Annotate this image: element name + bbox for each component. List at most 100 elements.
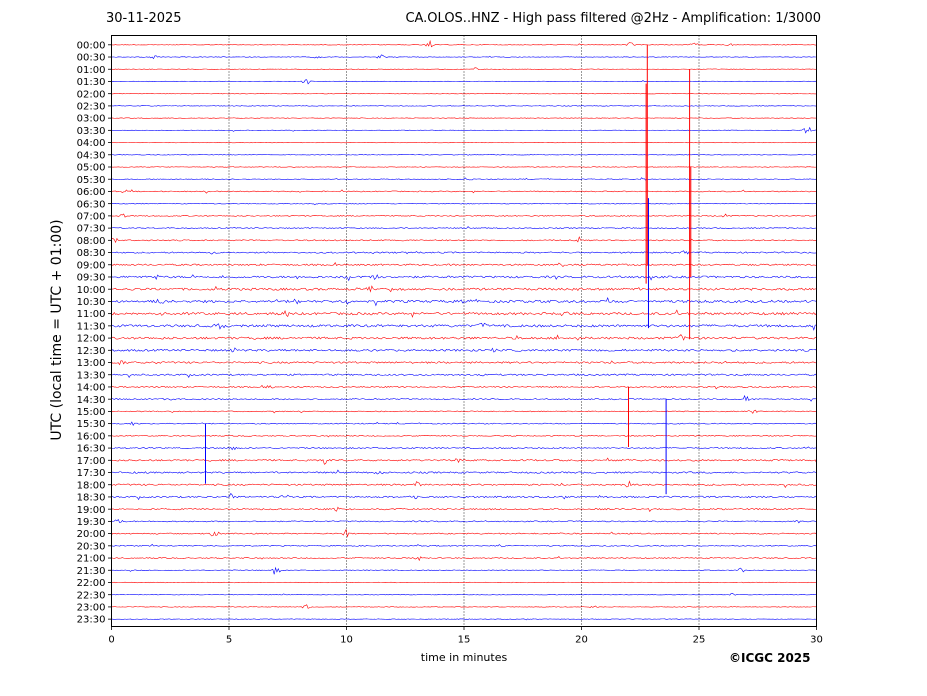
- trace-row: [111, 105, 817, 107]
- copyright-label: ©ICGC 2025: [729, 651, 811, 665]
- y-axis-label: UTC (local time = UTC + 01:00): [49, 219, 65, 441]
- trace-row: [111, 126, 817, 134]
- x-tick-label: 0: [108, 635, 114, 646]
- trace-row: [111, 506, 817, 512]
- x-tick-label: 20: [575, 635, 588, 646]
- trace-row: [111, 141, 817, 144]
- trace-row: [111, 593, 817, 596]
- trace-row: [111, 296, 817, 307]
- y-tick-label: 21:00: [77, 554, 106, 565]
- y-tick-label: 08:30: [77, 248, 106, 259]
- trace-row: [111, 604, 817, 609]
- y-tick-label: 13:00: [77, 358, 106, 369]
- trace-row: [111, 409, 817, 414]
- y-tick-label: 03:30: [77, 126, 106, 137]
- trace-row: [111, 566, 817, 575]
- plot-frame: [111, 35, 817, 627]
- x-tick-label: 10: [340, 635, 353, 646]
- x-tick-label: 15: [458, 635, 471, 646]
- y-tick-label: 05:00: [77, 163, 106, 174]
- trace-row: [111, 154, 817, 156]
- trace-row: [111, 213, 817, 218]
- y-tick-label: 17:30: [77, 468, 106, 479]
- y-tick-label: 07:00: [77, 211, 106, 222]
- trace-row: [111, 236, 817, 244]
- y-tick-label: 10:30: [77, 297, 106, 308]
- y-tick-label: 23:30: [77, 615, 106, 626]
- y-tick-label: 23:00: [77, 603, 106, 614]
- trace-row: [111, 202, 817, 206]
- trace-row: [111, 492, 817, 501]
- y-tick-label: 00:30: [77, 53, 106, 64]
- y-tick-label: 04:30: [77, 150, 106, 161]
- trace-row: [111, 309, 817, 318]
- trace-row: [111, 469, 817, 475]
- trace-row: [111, 334, 817, 341]
- y-tick-label: 02:30: [77, 102, 106, 113]
- x-tick-label: 5: [226, 635, 232, 646]
- y-tick-label: 04:00: [77, 138, 106, 149]
- y-tick-label: 01:00: [77, 65, 106, 76]
- y-tick-label: 12:00: [77, 334, 106, 345]
- trace-row: [111, 262, 817, 267]
- trace-row: [111, 434, 817, 438]
- y-tick-label: 09:00: [77, 260, 106, 271]
- trace-row: [111, 581, 817, 584]
- trace-row: [111, 226, 817, 229]
- chart-title: CA.OLOS..HNZ - High pass filtered @2Hz -…: [405, 11, 821, 26]
- trace-row: [111, 446, 817, 451]
- y-tick-label: 14:00: [77, 383, 106, 394]
- y-tick-label: 11:30: [77, 321, 106, 332]
- trace-row: [111, 457, 817, 465]
- y-tick-label: 22:00: [77, 578, 106, 589]
- trace-row: [111, 519, 817, 524]
- trace-row: [111, 543, 817, 548]
- trace-row: [111, 556, 817, 562]
- trace-row: [111, 480, 817, 489]
- x-tick-label: 25: [693, 635, 706, 646]
- trace-row: [111, 618, 817, 621]
- y-tick-label: 20:00: [77, 529, 106, 540]
- y-tick-label: 18:30: [77, 493, 106, 504]
- y-tick-label: 21:30: [77, 566, 106, 577]
- trace-row: [111, 54, 817, 60]
- trace-row: [111, 285, 817, 293]
- y-tick-label: 07:30: [77, 224, 106, 235]
- x-axis-ticks: 0 5 10 15 20 25 30: [108, 626, 823, 646]
- y-tick-label: 11:00: [77, 309, 106, 320]
- trace-row: [111, 67, 817, 70]
- y-tick-label: 14:30: [77, 395, 106, 406]
- vertical-grid: [228, 35, 700, 627]
- trace-row: [111, 39, 817, 48]
- y-tick-label: 19:30: [77, 517, 106, 528]
- trace-row: [111, 93, 817, 95]
- y-tick-label: 10:00: [77, 285, 106, 296]
- trace-row: [111, 166, 817, 169]
- y-tick-label: 09:30: [77, 273, 106, 284]
- y-tick-label: 05:30: [77, 175, 106, 186]
- trace-row: [111, 421, 817, 426]
- y-tick-label: 20:30: [77, 541, 106, 552]
- trace-row: [111, 177, 817, 181]
- y-tick-label: 15:00: [77, 407, 106, 418]
- y-tick-label: 06:30: [77, 199, 106, 210]
- y-tick-label: 12:30: [77, 346, 106, 357]
- y-tick-label: 06:00: [77, 187, 106, 198]
- seismogram-traces: [111, 39, 817, 621]
- y-tick-label: 01:30: [77, 77, 106, 88]
- trace-row: [111, 189, 817, 194]
- trace-row: [111, 528, 817, 538]
- trace-row: [111, 373, 817, 379]
- trace-row: [111, 347, 817, 353]
- trace-row: [111, 250, 817, 255]
- y-tick-label: 16:00: [77, 431, 106, 442]
- trace-row: [111, 360, 817, 366]
- trace-row: [111, 117, 817, 119]
- trace-row: [111, 79, 817, 85]
- y-tick-label: 03:00: [77, 114, 106, 125]
- y-tick-label: 02:00: [77, 89, 106, 100]
- x-tick-label: 30: [810, 635, 823, 646]
- y-tick-label: 22:30: [77, 590, 106, 601]
- y-tick-label: 13:30: [77, 370, 106, 381]
